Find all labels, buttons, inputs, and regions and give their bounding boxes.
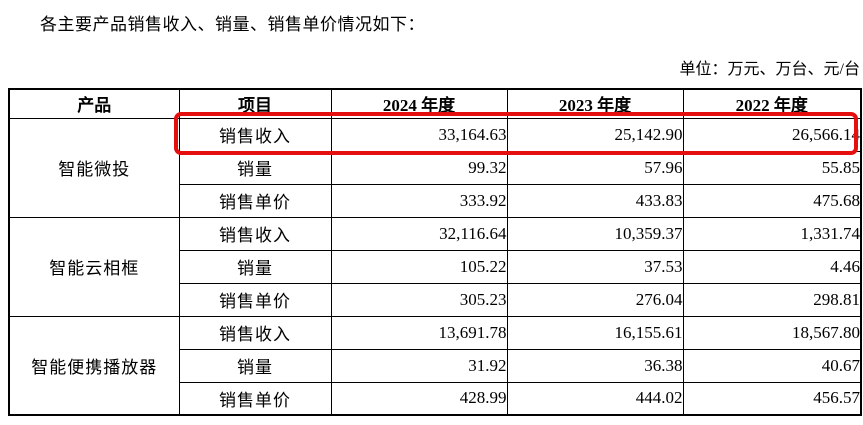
value-2023: 444.02	[506, 381, 684, 416]
value-2024: 105.22	[330, 249, 508, 284]
table-row: 智能便携播放器 销售收入 13,691.78 16,155.61 18,567.…	[8, 315, 862, 416]
table-row: 销量 31.92 36.38 40.67	[9, 348, 862, 383]
value-2024: 32,116.64	[330, 216, 508, 251]
value-2023: 10,359.37	[506, 216, 684, 251]
value-2022: 1,331.74	[682, 216, 862, 251]
value-2022: 475.68	[682, 183, 862, 218]
table-row: 销售单价 305.23 276.04 298.81	[9, 282, 862, 317]
product-cell-smart-projector: 智能微投	[8, 117, 180, 218]
value-2022: 40.67	[682, 348, 862, 383]
table-row: 智能云相框 销售收入 32,116.64 10,359.37 1,331.74	[8, 216, 862, 317]
item-cell: 销量	[178, 348, 332, 383]
item-cell: 销售收入	[178, 216, 332, 251]
value-2024: 333.92	[330, 183, 508, 218]
item-cell: 销售收入	[178, 315, 332, 350]
value-2022: 298.81	[682, 282, 862, 317]
item-cell: 销量	[178, 150, 332, 185]
value-2022: 4.46	[682, 249, 862, 284]
value-2024: 13,691.78	[330, 315, 508, 350]
table-row: 销售单价 428.99 444.02 456.57	[9, 381, 862, 416]
value-2023: 57.96	[506, 150, 684, 185]
product-cell-cloud-frame: 智能云相框	[8, 216, 180, 317]
item-cell: 销售单价	[178, 282, 332, 317]
value-2023: 276.04	[506, 282, 684, 317]
header-2022: 2022 年度	[682, 88, 862, 119]
item-cell: 销售单价	[178, 183, 332, 218]
page-title: 各主要产品销售收入、销量、销售单价情况如下：	[40, 15, 425, 34]
unit-label: 单位：万元、万台、元/台	[679, 61, 860, 78]
table-row: 销量 105.22 37.53 4.46	[9, 249, 862, 284]
sales-table: 产品 项目 2024 年度 2023 年度 2022 年度 智能微投 销售收入 …	[8, 88, 862, 416]
value-2024: 99.32	[330, 150, 508, 185]
item-cell: 销售收入	[178, 117, 332, 152]
value-2024: 305.23	[330, 282, 508, 317]
table-row: 智能微投 销售收入 33,164.63 25,142.90 26,566.14	[8, 117, 862, 218]
value-2022: 18,567.80	[682, 315, 862, 350]
header-item: 项目	[178, 88, 332, 119]
table-row: 销量 99.32 57.96 55.85	[9, 150, 862, 185]
item-cell: 销量	[178, 249, 332, 284]
value-2023: 37.53	[506, 249, 684, 284]
value-2023: 36.38	[506, 348, 684, 383]
value-2022: 55.85	[682, 150, 862, 185]
value-2023: 16,155.61	[506, 315, 684, 350]
table-row: 销售单价 333.92 433.83 475.68	[9, 183, 862, 218]
product-cell-portable-player: 智能便携播放器	[8, 315, 180, 416]
value-2022: 456.57	[682, 381, 862, 416]
item-cell: 销售单价	[178, 381, 332, 416]
value-2023: 433.83	[506, 183, 684, 218]
header-2023: 2023 年度	[506, 88, 684, 119]
value-2023: 25,142.90	[506, 117, 684, 152]
table-header-row: 产品 项目 2024 年度 2023 年度 2022 年度	[8, 88, 862, 119]
value-2024: 31.92	[330, 348, 508, 383]
header-product: 产品	[8, 88, 180, 119]
value-2022: 26,566.14	[682, 117, 862, 152]
value-2024: 428.99	[330, 381, 508, 416]
header-2024: 2024 年度	[330, 88, 508, 119]
value-2024: 33,164.63	[330, 117, 508, 152]
